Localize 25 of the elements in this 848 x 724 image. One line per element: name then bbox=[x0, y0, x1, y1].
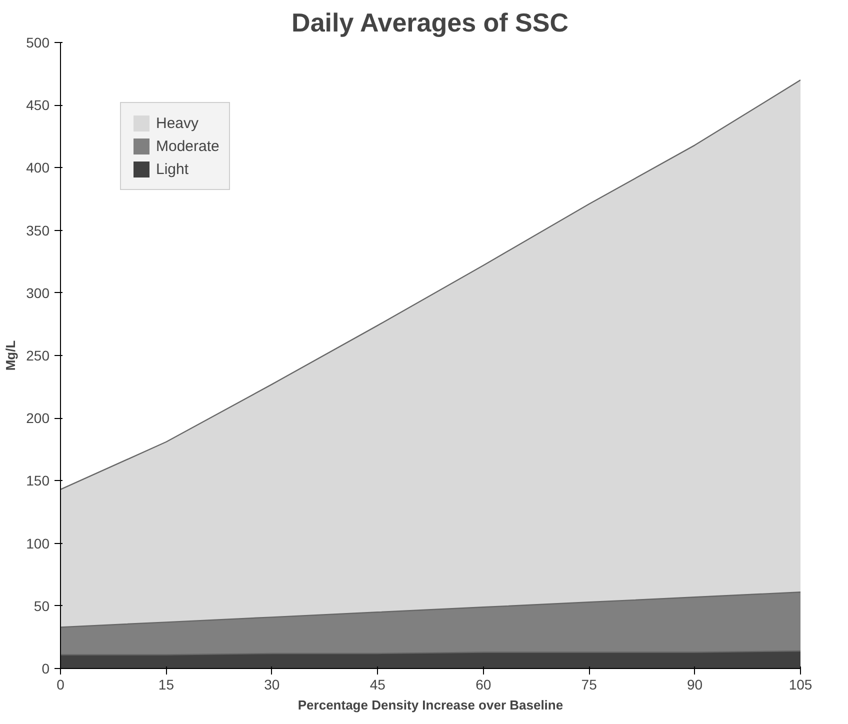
y-tick-label: 100 bbox=[26, 535, 50, 552]
y-tick-label: 150 bbox=[26, 472, 50, 489]
x-axis-title: Percentage Density Increase over Baseline bbox=[298, 698, 564, 712]
y-tick-label: 500 bbox=[26, 34, 50, 50]
y-tick-label: 400 bbox=[26, 160, 50, 176]
x-tick-label: 30 bbox=[264, 676, 280, 692]
x-tick-label: 45 bbox=[370, 676, 386, 692]
chart-title: Daily Averages of SSC bbox=[292, 8, 569, 38]
x-tick-label: 0 bbox=[56, 676, 65, 692]
legend-label: Light bbox=[156, 160, 189, 178]
x-tick-label: 60 bbox=[476, 676, 492, 692]
x-tick-label: 15 bbox=[158, 676, 174, 692]
y-tick-label: 0 bbox=[42, 660, 50, 676]
x-tick-label: 90 bbox=[687, 676, 703, 692]
legend-label: Moderate bbox=[156, 138, 220, 154]
y-tick-label: 350 bbox=[26, 222, 50, 238]
y-tick-label: 450 bbox=[26, 97, 50, 114]
y-tick-label: 300 bbox=[26, 284, 50, 301]
legend-label: Heavy bbox=[156, 114, 199, 132]
y-axis-title: Mg/L bbox=[3, 340, 18, 371]
y-tick-label: 50 bbox=[34, 598, 50, 614]
x-tick-label: 105 bbox=[788, 676, 812, 692]
x-tick-label: 75 bbox=[581, 676, 598, 692]
y-tick-label: 250 bbox=[26, 348, 50, 364]
y-tick-label: 200 bbox=[26, 410, 50, 426]
